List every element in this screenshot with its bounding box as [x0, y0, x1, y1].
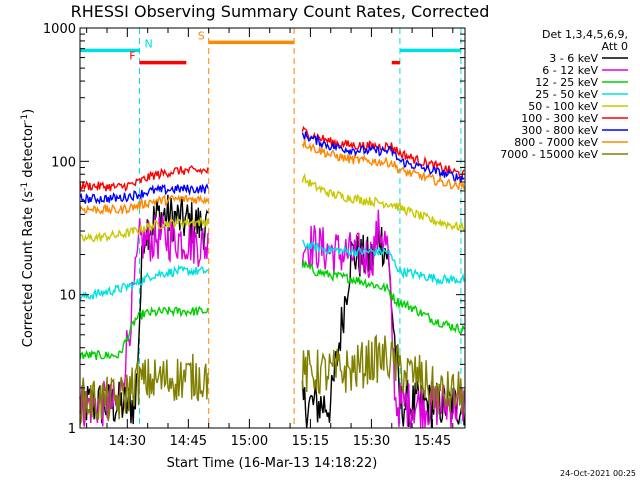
flag-label-1: N [145, 37, 153, 50]
y-tick-labels: 1 10 100 1000 [43, 22, 76, 437]
chart-title: RHESSI Observing Summary Count Rates, Co… [71, 2, 490, 21]
legend-entry-label: 6 - 12 keV [542, 64, 598, 77]
y-axis-label-mid: detector [21, 122, 36, 182]
y-axis-label: Corrected Count Rate (s-1 detector-1) [20, 109, 36, 347]
legend-header-line-1: Det 1,3,4,5,6,9, [542, 28, 628, 41]
series-line-4 [79, 239, 465, 301]
x-tick-label: 15:30 [353, 434, 390, 449]
legend-entry-label: 100 - 300 keV [521, 112, 598, 125]
x-tick-label: 14:30 [109, 434, 146, 449]
y-tick-label: 1 [68, 422, 76, 437]
y-tick-label: 100 [51, 155, 76, 170]
x-tick-label: 15:15 [292, 434, 329, 449]
legend-entry-label: 3 - 6 keV [549, 52, 598, 65]
series-line-8 [79, 139, 465, 216]
series-line-3 [79, 260, 465, 361]
y-axis-label-sup1: -1 [20, 182, 30, 191]
plot-frame [79, 27, 466, 429]
generation-timestamp: 24-Oct-2021 00:25 [560, 469, 636, 478]
y-tick-label: 1000 [43, 22, 76, 37]
legend-entry-label: 800 - 7000 keV [514, 136, 598, 149]
legend-entry-label: 50 - 100 keV [528, 100, 598, 113]
series-line-9 [79, 334, 465, 425]
y-axis-label-main: Corrected Count Rate (s [21, 191, 36, 348]
series-layer [79, 125, 465, 429]
ticks-layer [80, 28, 465, 429]
y-axis-label-end: ) [21, 109, 36, 114]
series-line-5 [79, 172, 465, 243]
legend-entry-label: 7000 - 15000 keV [500, 148, 598, 161]
x-tick-label: 14:45 [170, 434, 207, 449]
series-line-7 [79, 131, 465, 205]
legend-entry-label: 12 - 25 keV [535, 76, 598, 89]
x-tick-label: 15:45 [414, 434, 451, 449]
legend-entry-label: 300 - 800 keV [521, 124, 598, 137]
x-axis-label: Start Time (16-Mar-13 14:18:22) [167, 456, 378, 471]
legend-entry-label: 25 - 50 keV [535, 88, 598, 101]
y-tick-label: 10 [59, 289, 76, 304]
x-tick-labels: 14:30 14:45 15:00 15:15 15:30 15:45 [109, 434, 452, 449]
flag-label-5: S [198, 29, 205, 42]
y-axis-label-sup2: -1 [20, 114, 30, 123]
flag-label-3: F [129, 50, 135, 63]
legend-header-line-2: Att 0 [602, 40, 628, 53]
x-tick-label: 15:00 [231, 434, 268, 449]
